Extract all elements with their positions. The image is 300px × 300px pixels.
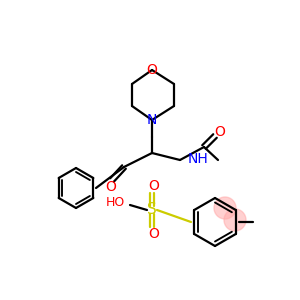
Text: O: O: [148, 179, 159, 193]
Text: O: O: [214, 125, 225, 139]
Text: NH: NH: [188, 152, 209, 166]
Text: O: O: [148, 227, 159, 241]
Text: O: O: [147, 63, 158, 77]
Text: S: S: [147, 202, 157, 217]
Circle shape: [224, 209, 246, 231]
Circle shape: [214, 197, 236, 219]
Text: O: O: [106, 180, 116, 194]
Text: N: N: [147, 113, 157, 127]
Text: HO: HO: [106, 196, 125, 209]
